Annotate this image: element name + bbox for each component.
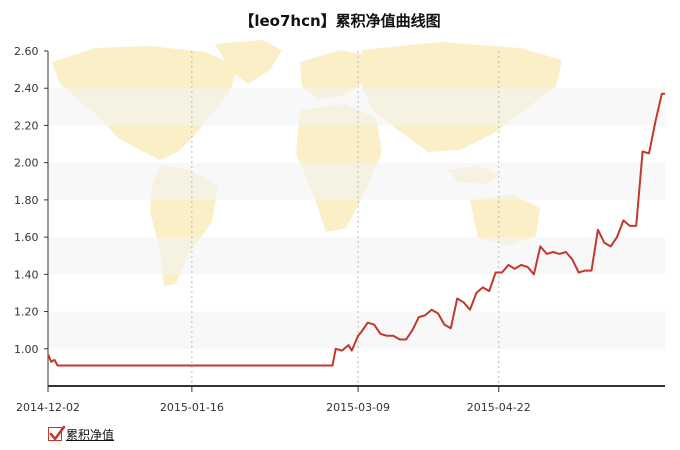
data-point[interactable] (538, 244, 542, 248)
data-point[interactable] (615, 235, 619, 239)
y-tick-label: 2.00 (14, 157, 39, 170)
data-point[interactable] (449, 326, 453, 330)
y-tick-label: 1.00 (14, 343, 39, 356)
data-point[interactable] (59, 363, 63, 367)
data-point[interactable] (442, 322, 446, 326)
data-point[interactable] (391, 334, 395, 338)
data-point[interactable] (410, 328, 414, 332)
data-point[interactable] (525, 265, 529, 269)
data-point[interactable] (653, 120, 657, 124)
series-layer (46, 92, 667, 367)
data-point[interactable] (663, 92, 667, 96)
y-axis-ticks: 1.00 1.20 1.40 1.60 1.80 2.00 2.20 2.40 2.60 (14, 45, 48, 356)
data-point[interactable] (340, 348, 344, 352)
x-tick-label: 2015-03-09 (326, 401, 390, 414)
data-point[interactable] (589, 268, 593, 272)
y-tick-label: 1.60 (14, 231, 39, 244)
y-tick-label: 1.40 (14, 268, 39, 281)
data-point[interactable] (532, 272, 536, 276)
data-point[interactable] (621, 218, 625, 222)
data-point[interactable] (417, 315, 421, 319)
grid-band (48, 311, 665, 349)
data-point[interactable] (551, 250, 555, 254)
y-tick-label: 2.20 (14, 119, 39, 132)
data-point[interactable] (330, 363, 334, 367)
map-europe (300, 50, 372, 100)
data-point[interactable] (576, 270, 580, 274)
data-point[interactable] (455, 296, 459, 300)
data-point[interactable] (513, 267, 517, 271)
legend-label: 累积净值 (66, 427, 115, 442)
data-point[interactable] (334, 347, 338, 351)
x-tick-label: 2015-04-22 (467, 401, 531, 414)
data-point[interactable] (596, 227, 600, 231)
data-point[interactable] (429, 307, 433, 311)
grid-band (48, 88, 665, 126)
data-point[interactable] (564, 250, 568, 254)
data-point[interactable] (583, 268, 587, 272)
data-point[interactable] (602, 240, 606, 244)
grid-bands (48, 88, 665, 349)
data-point[interactable] (346, 343, 350, 347)
data-point[interactable] (634, 224, 638, 228)
vertical-gridlines (191, 51, 500, 386)
data-point[interactable] (647, 151, 651, 155)
checkmark-icon (49, 425, 66, 441)
data-point[interactable] (397, 337, 401, 341)
grid-band (48, 162, 665, 200)
data-point[interactable] (628, 224, 632, 228)
data-point[interactable] (468, 307, 472, 311)
data-point[interactable] (385, 334, 389, 338)
data-point[interactable] (378, 332, 382, 336)
data-point[interactable] (640, 149, 644, 153)
y-tick-label: 1.20 (14, 306, 39, 319)
data-point[interactable] (461, 300, 465, 304)
legend-checkbox[interactable] (48, 425, 66, 441)
map-australia (470, 194, 540, 246)
chart-title: 【leo7hcn】累积净值曲线图 (239, 12, 440, 30)
data-point[interactable] (519, 263, 523, 267)
data-point[interactable] (500, 270, 504, 274)
chart-axes (47, 51, 665, 387)
data-point[interactable] (493, 270, 497, 274)
grid-band (48, 237, 665, 275)
x-tick-label: 2015-01-16 (160, 401, 224, 414)
data-point[interactable] (570, 257, 574, 261)
y-tick-label: 2.40 (14, 82, 39, 95)
data-point[interactable] (359, 330, 363, 334)
y-tick-label: 1.80 (14, 194, 39, 207)
data-point[interactable] (557, 252, 561, 256)
series-line-cumulative-nav (47, 92, 665, 367)
x-axis-ticks: 2014-12-02 2015-01-16 2015-03-09 2015-04-22 (16, 386, 531, 414)
data-point[interactable] (474, 291, 478, 295)
map-greenland (215, 40, 282, 84)
data-point[interactable] (545, 252, 549, 256)
data-point[interactable] (46, 352, 50, 356)
y-tick-label: 2.60 (14, 45, 39, 58)
data-point[interactable] (487, 289, 491, 293)
x-tick-label: 2014-12-02 (16, 401, 80, 414)
legend-item-series-0[interactable]: 累积净值 (48, 424, 114, 444)
data-point[interactable] (436, 311, 440, 315)
data-point[interactable] (481, 285, 485, 289)
data-point[interactable] (423, 313, 427, 317)
data-point[interactable] (608, 244, 612, 248)
data-point[interactable] (506, 263, 510, 267)
data-point[interactable] (350, 348, 354, 352)
data-point[interactable] (404, 337, 408, 341)
data-point[interactable] (365, 321, 369, 325)
data-point[interactable] (356, 334, 360, 338)
data-point[interactable] (372, 322, 376, 326)
data-point[interactable] (52, 358, 56, 362)
